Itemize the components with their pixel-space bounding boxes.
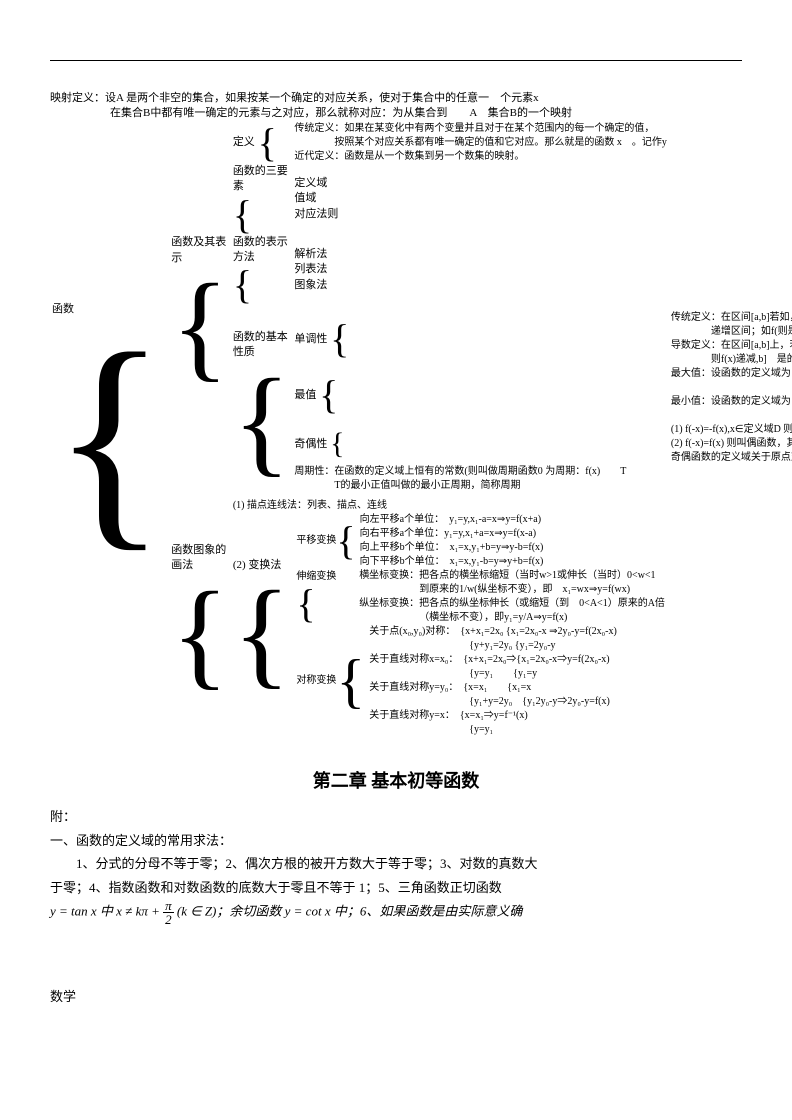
- shift-label: 平移变换: [296, 534, 336, 548]
- sym-y: 关于直线对称y=y₀：: [369, 682, 453, 693]
- page-footer: 数学: [50, 986, 742, 1005]
- sym-yx-eq2: {y=y₁: [369, 723, 617, 737]
- sym-x: 关于直线对称x=x₀：: [369, 654, 453, 665]
- mapping-line1: 映射定义：设A 是两个非空的集合，如果按某一个确定的对应关系，使对于集合中的任意…: [50, 91, 742, 106]
- min-def2: (2) 存在，x₀使得。则称f(x₀)=N N 函数的最小值: [671, 409, 792, 423]
- shift-down: 向下平移b个单位： x₁=x,y₁-b=y⇒y+b=f(x): [360, 555, 544, 569]
- appendix-label: 附：: [50, 805, 742, 828]
- chapter-title: 第二章 基本初等函数: [50, 767, 742, 793]
- rule-line1: 1、分式的分母不等于零；2、偶次方根的被开方数大于等于零；3、对数的真数大: [50, 852, 742, 875]
- te-range: 值域: [294, 191, 667, 206]
- min-def: 最小值：设函数的定义域为，如果存在实数满足：(1) 对于任意的，都有； x∈I …: [671, 395, 792, 409]
- sym-point: 关于点(x₀,y₀)对称：: [369, 626, 450, 637]
- scale-x: 横坐标变换：把各点的横坐标缩短（当时w>1或伸长（当时）0<w<1: [359, 569, 665, 583]
- scale-y2: （横坐标不变），即y₁=y/A⇒y=f(x): [359, 611, 665, 625]
- repr-methods: 函数的表示方法 {: [231, 235, 293, 306]
- top-rule: [50, 60, 742, 61]
- odd-even: 奇偶性 {: [292, 423, 669, 465]
- mono-trad2: 递增区间；如f(则是上递减，f是的递减区间。 [a,b]: [671, 325, 792, 339]
- rm-analytic: 解析法: [294, 247, 667, 262]
- sym-x-eq: {x+x₁=2x₀⇒{x₁=2x₀-x⇒y=f(2x₀-x): [463, 654, 609, 665]
- mono-deriv2: 则f(x)递减,b] 是的递减区间。: [671, 353, 792, 367]
- mono-deriv: 导数定义：在区间[a,b]上，若f(则是)上递增，[ 递增区间:[a,b] f(…: [671, 339, 792, 353]
- sym-x-eq2: {y=y₁ {y₁=y: [369, 667, 617, 681]
- shift-left: 向左平移a个单位： y₁=y,x₁-a=x⇒y=f(x+a): [360, 513, 544, 527]
- te-domain: 定义域: [294, 176, 667, 191]
- oe-domain: 奇偶函数的定义域关于原点对称: [671, 451, 792, 465]
- sym-yx-eq: {x=x₁⇒y=f⁻¹(x): [460, 710, 528, 721]
- shift-right: 向右平移a个单位：y₁=y,x₁+a=x⇒y=f(x-a): [360, 527, 544, 541]
- odd: (1) f(-x)=-f(x),x∈定义域D 则叫做奇函数，其图象关于原点对称。: [671, 423, 792, 437]
- repr-label: 函数及其表示 {: [169, 122, 231, 500]
- sym-y-eq: {x=x₁ {x₁=x: [463, 682, 531, 693]
- props-label: 函数的基本性质 {: [231, 311, 293, 499]
- sym-label: 对称变换: [296, 674, 336, 688]
- root-label: 函数 {: [50, 122, 169, 738]
- three-elem: 函数的三要素 {: [231, 164, 293, 235]
- mono-trad: 传统定义：在区间[a,b]若如，当x₁<x₂递增，f(x₁)<f(x₂) f(x…: [671, 311, 792, 325]
- rm-graph: 图象法: [294, 278, 667, 293]
- period2: T的最小正值叫做的最小正周期，简称周期: [294, 479, 792, 493]
- def-node: 定义 {: [231, 122, 293, 164]
- shift-up: 向上平移b个单位： x₁=x,y₁+b=y⇒y-b=f(x): [360, 541, 544, 555]
- rule-line3: y = tan x 中 x ≠ kπ + π 2 (k ∈ Z)；余切函数 y …: [50, 899, 742, 926]
- max-def: 最大值：设函数的定义域为，如果存在实数满足：(1) 对于任意的，都有； x∈I …: [671, 367, 792, 381]
- def-modern: 近代定义：函数是从一个数集到另一个数集的映射。: [294, 150, 667, 164]
- max-def2: (2) 存在，x₀使得。则称f(x₀)=M M 函数的最大值: [671, 381, 792, 395]
- def-trad: 传统定义：如果在某变化中有两个变量并且对于在某个范围内的每一个确定的值，: [294, 122, 667, 136]
- section1: 一、函数的定义域的常用求法：: [50, 829, 742, 852]
- scale-x2: 到原来的1/w(纵坐标不变），即 x₁=wx⇒y=f(wx): [359, 583, 665, 597]
- period: 周期性：在函数的定义域上恒有的常数(则叫做周期函数0 为周期：f(x) T: [294, 465, 792, 479]
- sym-point-eq2: {y+y₁=2y₀ {y₁=2y₀-y: [369, 639, 617, 653]
- mono: 单调性 {: [292, 311, 669, 367]
- trans-method: (2) 变换法 {: [231, 513, 293, 737]
- te-rule: 对应法则: [294, 207, 667, 222]
- graph-label: 函数图象的画法 {: [169, 499, 231, 737]
- rm-list: 列表法: [294, 262, 667, 277]
- mapping-line2: 在集合B中都有唯一确定的元素与之对应，那么就称对应：为从集合到 A 集合B的一个…: [50, 106, 742, 121]
- extrema: 最值 {: [292, 367, 669, 423]
- rule-line2: 于零；4、指数函数和对数函数的底数大于零且不等于 1；5、三角函数正切函数: [50, 876, 742, 899]
- sym-y-eq2: {y₁+y=2y₀ {y₁2y₀-y⇒2y₀-y=f(x): [369, 695, 617, 709]
- sym-yx: 关于直线对称y=x：: [369, 710, 450, 721]
- even: (2) f(-x)=f(x) 则叫偶函数，其图 f(x) 象关于轴对称。: [671, 437, 792, 451]
- def-trad2: 按照某个对应关系都有唯一确定的值和它对应。那么就是的函数 x 。记作y: [294, 136, 667, 150]
- function-concept-tree: 映射定义：设A 是两个非空的集合，如果按某一个确定的对应关系，使对于集合中的任意…: [50, 91, 742, 737]
- plot-method: (1) 描点连线法：列表、描点、连线: [233, 499, 667, 513]
- sym-point-eq: {x+x₁=2x₀ {x₁=2x₀-x ⇒2y₀-y=f(2x₀-x): [460, 626, 616, 637]
- scale-y: 纵坐标变换：把各点的纵坐标伸长（或缩短（到 0<A<1）原来的A倍: [359, 597, 665, 611]
